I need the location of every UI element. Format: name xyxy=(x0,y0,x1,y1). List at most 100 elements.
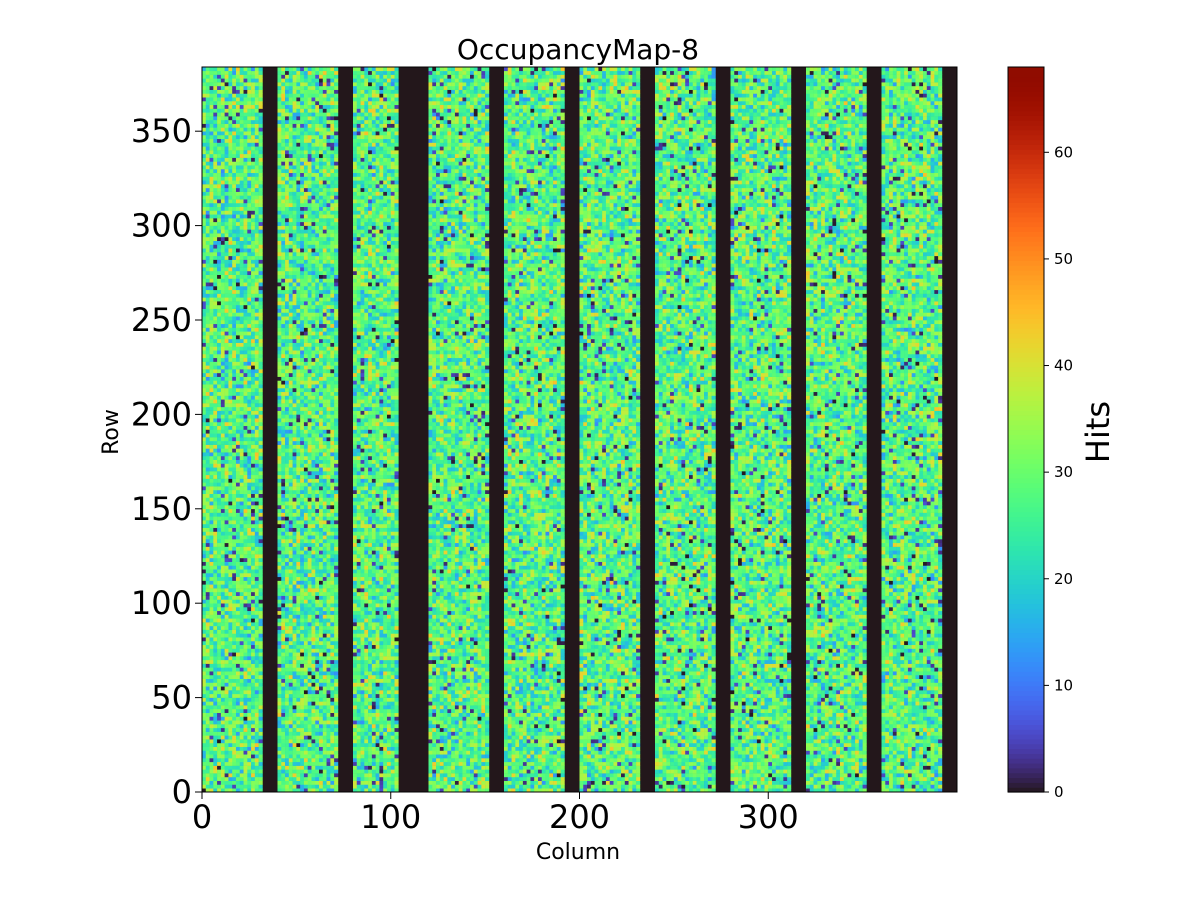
heatmap-cell xyxy=(243,788,248,793)
heatmap-cell xyxy=(288,127,293,132)
heatmap-cell xyxy=(202,742,207,747)
heatmap-cell xyxy=(202,206,207,211)
heatmap-cell xyxy=(235,112,241,117)
heatmap-cell xyxy=(220,199,225,204)
heatmap-cell xyxy=(296,701,301,706)
heatmap-cell xyxy=(209,331,214,336)
heatmap-cell xyxy=(258,85,263,90)
heatmap-cell xyxy=(288,478,293,483)
heatmap-cell xyxy=(202,433,207,438)
heatmap-cell xyxy=(296,384,301,389)
heatmap-cell xyxy=(307,603,312,608)
heatmap-cell xyxy=(296,278,301,283)
heatmap-cell xyxy=(202,346,207,351)
heatmap-cell xyxy=(213,682,218,687)
heatmap-cell xyxy=(258,572,263,578)
heatmap-cell xyxy=(292,82,297,87)
heatmap-cell xyxy=(311,708,316,714)
heatmap-cell xyxy=(202,633,207,638)
heatmap-cell xyxy=(202,448,207,453)
heatmap-cell xyxy=(292,421,297,427)
heatmap-cell xyxy=(213,342,218,347)
heatmap-cell xyxy=(217,705,222,710)
heatmap-cell xyxy=(243,489,248,494)
heatmap-cell xyxy=(232,516,237,521)
heatmap-cell xyxy=(243,618,248,623)
heatmap-cell xyxy=(213,474,218,479)
heatmap-cell xyxy=(217,319,222,325)
heatmap-cell xyxy=(277,93,282,98)
heatmap-cell xyxy=(281,70,286,75)
heatmap-cell xyxy=(258,331,263,336)
heatmap-cell xyxy=(292,542,297,547)
heatmap-cell xyxy=(224,406,229,411)
heatmap-cell xyxy=(254,191,259,196)
heatmap-cell xyxy=(232,293,237,298)
heatmap-cell xyxy=(251,225,256,230)
heatmap-cell xyxy=(235,750,241,755)
heatmap-cell xyxy=(202,750,207,755)
heatmap-cell xyxy=(281,773,286,778)
heatmap-cell xyxy=(311,429,316,434)
heatmap-cell xyxy=(220,361,225,366)
heatmap-cell xyxy=(277,191,282,196)
heatmap-cell xyxy=(311,89,316,94)
heatmap-cell xyxy=(288,539,293,544)
heatmap-cell xyxy=(220,693,225,698)
heatmap-cell xyxy=(247,742,252,747)
heatmap-cell xyxy=(285,191,290,196)
heatmap-cell xyxy=(217,437,222,442)
heatmap-cell xyxy=(243,712,248,717)
heatmap-cell xyxy=(217,410,222,415)
heatmap-cell xyxy=(311,773,316,778)
heatmap-cell xyxy=(296,195,301,200)
heatmap-cell xyxy=(296,440,301,445)
heatmap-cell xyxy=(239,690,244,695)
heatmap-cell xyxy=(277,595,282,600)
heatmap-cell xyxy=(217,716,222,721)
heatmap-cell xyxy=(296,67,301,72)
heatmap-cell xyxy=(213,225,218,230)
heatmap-cell xyxy=(296,350,301,355)
heatmap-cell xyxy=(247,584,252,589)
heatmap-cell xyxy=(202,606,207,612)
heatmap-cell xyxy=(235,429,241,434)
heatmap-cell xyxy=(292,640,297,646)
heatmap-cell xyxy=(235,674,241,680)
heatmap-cell xyxy=(220,603,225,608)
heatmap-cell xyxy=(243,263,248,268)
heatmap-cell xyxy=(281,444,286,449)
heatmap-cell xyxy=(300,387,305,393)
heatmap-cell xyxy=(243,773,248,778)
heatmap-cell xyxy=(232,433,237,438)
heatmap-cell xyxy=(209,690,214,695)
heatmap-cell xyxy=(303,625,309,630)
heatmap-cell xyxy=(232,116,237,121)
heatmap-cell xyxy=(292,437,297,442)
heatmap-cell xyxy=(296,742,301,747)
heatmap-cell xyxy=(303,108,309,113)
heatmap-cell xyxy=(251,686,256,691)
heatmap-cell xyxy=(258,667,263,672)
heatmap-cell xyxy=(296,327,301,332)
heatmap-cell xyxy=(254,384,259,389)
heatmap-cell xyxy=(224,686,229,691)
heatmap-cell xyxy=(202,527,207,532)
heatmap-cell xyxy=(281,637,286,642)
heatmap-cell xyxy=(285,501,290,506)
heatmap-cell xyxy=(277,361,282,366)
heatmap-cell xyxy=(220,342,225,347)
heatmap-cell xyxy=(247,293,252,298)
heatmap-cell xyxy=(235,108,241,113)
heatmap-cell xyxy=(224,557,229,562)
heatmap-cell xyxy=(213,278,218,283)
heatmap-cell xyxy=(258,391,263,396)
heatmap-cell xyxy=(300,508,305,513)
heatmap-cell xyxy=(220,319,225,325)
heatmap-cell xyxy=(228,523,233,528)
heatmap-cell xyxy=(213,391,218,396)
heatmap-cell xyxy=(247,535,252,540)
heatmap-cell xyxy=(311,74,316,79)
heatmap-cell xyxy=(228,399,233,404)
heatmap-cell xyxy=(209,286,214,291)
